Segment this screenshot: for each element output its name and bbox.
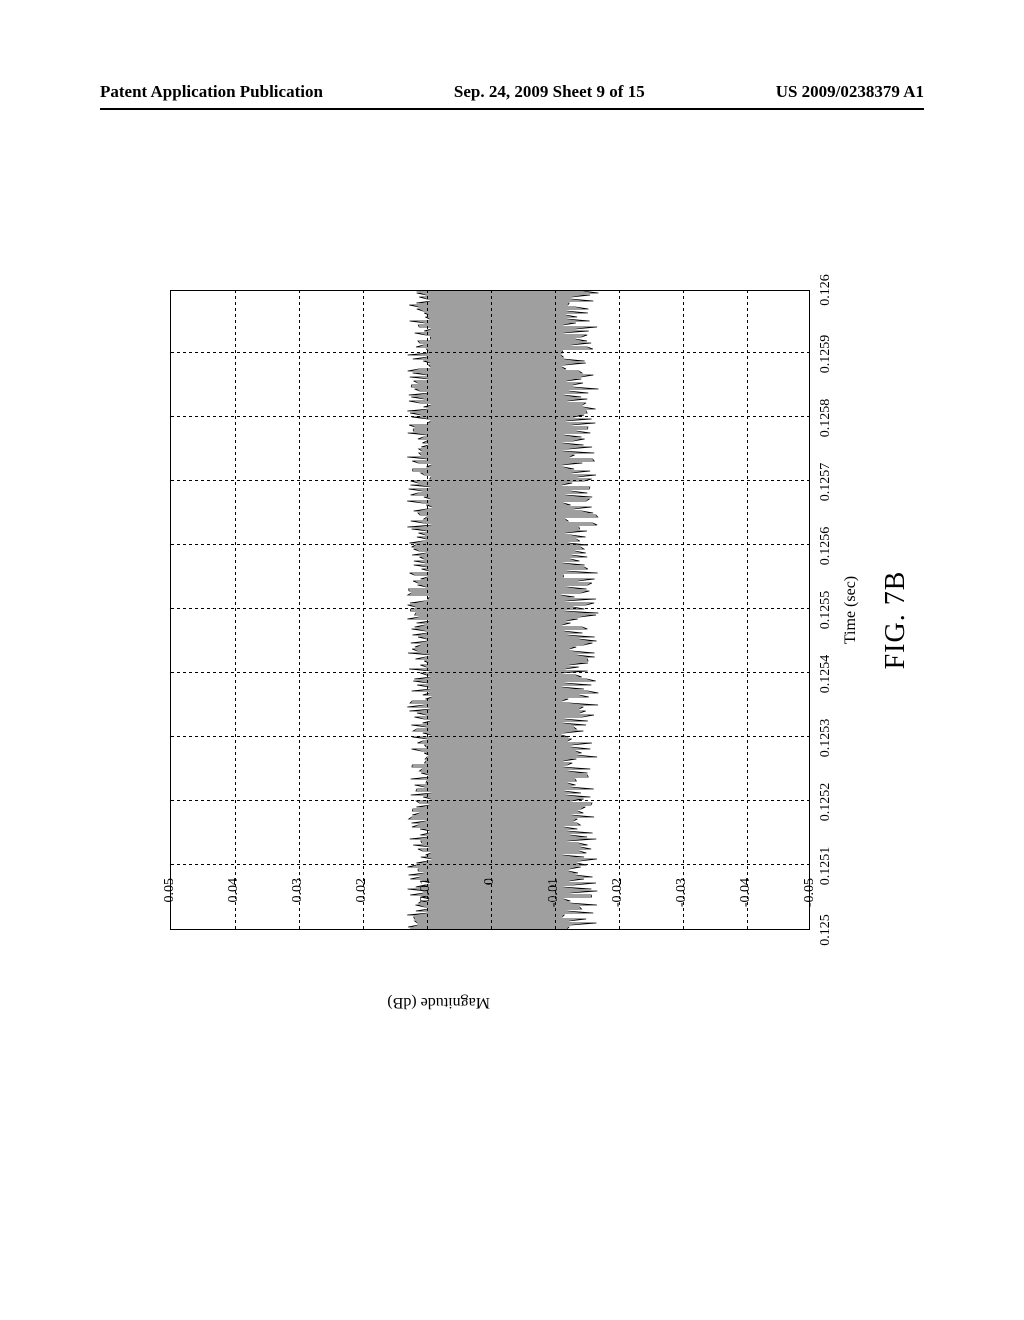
header-rule <box>100 108 924 110</box>
y-tick-label: 0.02 <box>354 878 370 938</box>
x-tick-label: 0.125 <box>818 914 834 946</box>
x-tick-label: 0.1257 <box>818 463 834 502</box>
y-tick-label: 0.01 <box>418 878 434 938</box>
x-tick-label: 0.1251 <box>818 847 834 886</box>
header-patent-number: US 2009/0238379 A1 <box>776 82 924 102</box>
header-date-sheet: Sep. 24, 2009 Sheet 9 of 15 <box>454 82 645 102</box>
grid-vertical <box>171 800 809 801</box>
y-tick-label: -0.05 <box>802 878 818 938</box>
grid-horizontal <box>683 291 684 929</box>
x-tick-label: 0.1252 <box>818 783 834 822</box>
x-tick-label: 0.1254 <box>818 655 834 694</box>
figure-caption: FIG. 7B <box>880 230 912 1010</box>
grid-horizontal <box>491 291 492 929</box>
x-tick-label: 0.1259 <box>818 335 834 374</box>
y-tick-label: 0 <box>482 878 498 938</box>
header-publication-type: Patent Application Publication <box>100 82 323 102</box>
grid-horizontal <box>235 291 236 929</box>
page-header: Patent Application Publication Sep. 24, … <box>100 82 924 102</box>
grid-vertical <box>171 608 809 609</box>
x-tick-label: 0.1255 <box>818 591 834 630</box>
grid-vertical <box>171 864 809 865</box>
grid-horizontal <box>363 291 364 929</box>
grid-horizontal <box>299 291 300 929</box>
y-axis-label: Magnitude (dB) <box>387 993 490 1011</box>
grid-horizontal <box>555 291 556 929</box>
figure-7b: Magnitude (dB) Time (sec) FIG. 7B 0.05 0.… <box>150 230 910 1010</box>
grid-vertical <box>171 352 809 353</box>
y-tick-label: 0.03 <box>290 878 306 938</box>
x-axis-label: Time (sec) <box>842 576 860 644</box>
grid-vertical <box>171 416 809 417</box>
y-tick-label: -0.02 <box>610 878 626 938</box>
y-tick-label: 0.05 <box>162 878 178 938</box>
waveform-trace <box>171 291 809 929</box>
grid-vertical <box>171 672 809 673</box>
y-tick-label: -0.03 <box>674 878 690 938</box>
signal-path <box>407 291 598 929</box>
grid-horizontal <box>619 291 620 929</box>
x-tick-label: 0.1256 <box>818 527 834 566</box>
x-tick-label: 0.1258 <box>818 399 834 438</box>
grid-vertical <box>171 736 809 737</box>
plot-area <box>170 290 810 930</box>
y-tick-label: -0.01 <box>546 878 562 938</box>
x-tick-label: 0.126 <box>818 274 834 306</box>
grid-horizontal <box>747 291 748 929</box>
grid-vertical <box>171 480 809 481</box>
grid-vertical <box>171 544 809 545</box>
y-tick-label: -0.04 <box>738 878 754 938</box>
y-tick-label: 0.04 <box>226 878 242 938</box>
grid-horizontal <box>427 291 428 929</box>
x-tick-label: 0.1253 <box>818 719 834 758</box>
